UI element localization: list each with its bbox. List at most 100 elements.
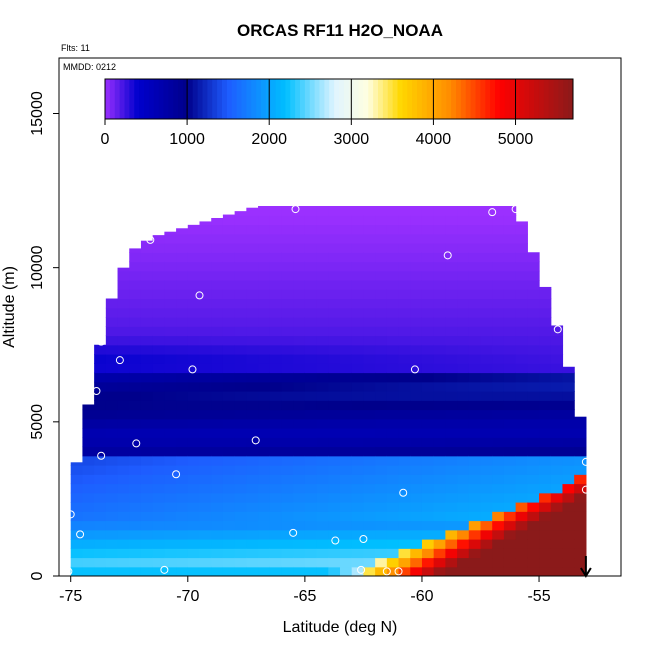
heatmap-cell <box>176 474 189 485</box>
heatmap-cell <box>398 224 411 235</box>
heatmap-cell <box>316 418 329 429</box>
heatmap-cell <box>316 261 329 272</box>
heatmap-cell <box>340 418 353 429</box>
heatmap-cell <box>269 270 283 281</box>
heatmap-cell <box>199 243 212 253</box>
heatmap-cell <box>386 391 400 401</box>
heatmap-cell <box>503 400 517 411</box>
colorbar-swatch <box>285 79 291 119</box>
heatmap-cell <box>281 206 294 216</box>
heatmap-cell <box>246 539 259 549</box>
heatmap-cell <box>468 270 482 281</box>
heatmap-cell <box>340 483 353 494</box>
heatmap-cell <box>492 381 505 392</box>
heatmap-cell <box>398 502 411 512</box>
heatmap-cell <box>410 206 423 216</box>
heatmap-cell <box>176 233 189 244</box>
track-point <box>132 439 141 448</box>
heatmap-cell <box>375 428 388 438</box>
heatmap-cell <box>550 437 564 448</box>
heatmap-cell <box>304 363 318 374</box>
heatmap-cell <box>410 252 423 263</box>
heatmap-cell <box>70 462 84 466</box>
heatmap-cell <box>445 372 458 383</box>
heatmap-cell <box>234 418 247 429</box>
heatmap-cell <box>492 557 505 568</box>
heatmap-cell <box>492 400 505 411</box>
heatmap-cell <box>398 344 411 355</box>
heatmap-cell <box>152 252 165 263</box>
heatmap-cell <box>222 566 236 576</box>
heatmap-cell <box>152 400 165 411</box>
heatmap-cell <box>480 465 493 475</box>
heatmap-cell <box>527 437 540 448</box>
heatmap-cell <box>421 354 435 364</box>
heatmap-cell <box>492 520 505 531</box>
heatmap-cell <box>269 428 283 438</box>
heatmap-cell <box>316 428 329 438</box>
heatmap-cell <box>316 317 329 327</box>
heatmap-cell <box>304 409 318 420</box>
heatmap-cell <box>492 280 505 290</box>
heatmap-cell <box>199 539 212 549</box>
heatmap-cell <box>492 354 505 364</box>
heatmap-cell <box>562 520 575 531</box>
heatmap-cell <box>503 437 517 448</box>
heatmap-cell <box>492 548 505 559</box>
heatmap-cell <box>445 465 458 475</box>
heatmap-cell <box>304 391 318 401</box>
heatmap-cell <box>140 252 154 263</box>
heatmap-cell <box>234 446 247 457</box>
heatmap-cell <box>503 446 517 457</box>
heatmap-cell <box>234 381 247 392</box>
heatmap-cell <box>304 298 318 309</box>
heatmap-cell <box>340 354 353 364</box>
heatmap-cell <box>527 465 540 475</box>
heatmap-cell <box>246 502 259 512</box>
heatmap-cell <box>164 492 177 503</box>
heatmap-cell <box>281 474 294 485</box>
heatmap-cell <box>457 548 470 559</box>
heatmap-cell <box>176 228 189 235</box>
heatmap-cell <box>293 317 306 327</box>
heatmap-cell <box>480 520 493 531</box>
heatmap-cell <box>433 261 446 272</box>
heatmap-cell <box>410 215 423 226</box>
heatmap-cell <box>468 437 482 448</box>
heatmap-cell <box>82 566 95 576</box>
heatmap-cell <box>269 280 283 290</box>
heatmap-cell <box>539 483 552 494</box>
heatmap-cell <box>550 492 564 503</box>
heatmap-cell <box>363 409 376 420</box>
heatmap-cell <box>562 465 575 475</box>
heatmap-cell <box>152 391 165 401</box>
heatmap-cell <box>269 557 283 568</box>
heatmap-cell <box>187 511 201 522</box>
heatmap-cell <box>94 539 107 549</box>
heatmap-cell <box>129 248 142 253</box>
heatmap-cell <box>269 298 283 309</box>
heatmap-cell <box>468 391 482 401</box>
heatmap-cell <box>340 428 353 438</box>
heatmap-cell <box>492 215 505 226</box>
heatmap-cell <box>105 335 119 346</box>
heatmap-cell <box>328 215 341 226</box>
colorbar-swatch <box>387 79 394 119</box>
heatmap-cell <box>94 465 107 475</box>
heatmap-cell <box>363 437 376 448</box>
colorbar-swatch <box>426 79 433 119</box>
heatmap-cell <box>562 557 575 568</box>
heatmap-cell <box>515 455 528 466</box>
heatmap-cell <box>550 409 564 420</box>
heatmap-cell <box>269 372 283 383</box>
heatmap-cell <box>445 354 458 364</box>
heatmap-cell <box>457 391 470 401</box>
heatmap-cell <box>375 418 388 429</box>
heatmap-cell <box>480 206 493 216</box>
heatmap-cell <box>468 354 482 364</box>
colorbar-swatch <box>421 79 428 119</box>
heatmap-cell <box>199 270 212 281</box>
heatmap-cell <box>363 400 376 411</box>
heatmap-cell <box>222 214 236 216</box>
heatmap-cell <box>421 455 435 466</box>
